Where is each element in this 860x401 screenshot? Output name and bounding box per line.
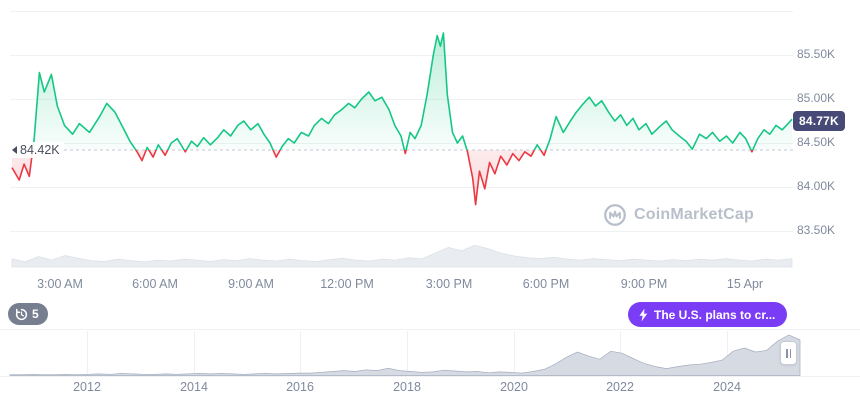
time-tick: 9:00 PM bbox=[620, 277, 668, 291]
year-tick: 2012 bbox=[73, 380, 101, 394]
watermark-text: CoinMarketCap bbox=[634, 206, 754, 223]
time-tick: 3:00 AM bbox=[37, 277, 83, 291]
news-ticker-text: The U.S. plans to cr... bbox=[654, 307, 776, 322]
gridline bbox=[10, 11, 793, 12]
minichart-gridline bbox=[87, 331, 88, 376]
gridline bbox=[10, 187, 793, 188]
history-badge[interactable]: 5 bbox=[8, 303, 48, 325]
coinmarketcap-logo-icon bbox=[604, 204, 626, 226]
minichart-gridline bbox=[514, 331, 515, 376]
time-tick: 12:00 PM bbox=[320, 277, 374, 291]
time-tick: 6:00 PM bbox=[522, 277, 570, 291]
year-tick: 2022 bbox=[606, 380, 634, 394]
time-tick: 9:00 AM bbox=[228, 277, 274, 291]
news-ticker-pill[interactable]: The U.S. plans to cr... bbox=[628, 302, 788, 327]
gridline bbox=[10, 99, 793, 100]
pause-icon bbox=[789, 348, 791, 358]
lightning-icon bbox=[639, 308, 648, 321]
minichart-top-border bbox=[0, 329, 860, 330]
time-tick: 6:00 AM bbox=[132, 277, 178, 291]
year-tick: 2016 bbox=[286, 380, 314, 394]
price-fill-above-baseline bbox=[12, 33, 792, 150]
baseline-price-label: 84.42K bbox=[10, 142, 64, 158]
brush-resize-handle[interactable] bbox=[780, 341, 797, 365]
minichart-gridline bbox=[300, 331, 301, 376]
current-price-badge: 84.77K bbox=[793, 111, 845, 131]
gridline bbox=[10, 55, 793, 56]
history-count: 5 bbox=[32, 307, 39, 321]
pause-icon bbox=[786, 348, 788, 358]
year-tick: 2020 bbox=[500, 380, 528, 394]
minichart-bottom-border bbox=[0, 376, 860, 377]
year-tick: 2018 bbox=[393, 380, 421, 394]
gridline bbox=[10, 231, 793, 232]
minichart-gridline bbox=[727, 331, 728, 376]
year-tick: 2024 bbox=[713, 380, 741, 394]
year-tick: 2014 bbox=[180, 380, 208, 394]
price-fill-below-baseline bbox=[12, 150, 792, 205]
minichart-gridline bbox=[194, 331, 195, 376]
price-tick: 85.50K bbox=[797, 47, 836, 61]
range-brush-chart[interactable] bbox=[0, 328, 860, 378]
minichart-gridline bbox=[407, 331, 408, 376]
history-area bbox=[9, 334, 801, 376]
price-line-green bbox=[31, 32, 793, 150]
price-tick: 84.50K bbox=[797, 135, 836, 149]
coinmarketcap-watermark: CoinMarketCap bbox=[603, 203, 754, 227]
history-clock-icon bbox=[15, 308, 28, 320]
time-tick: 3:00 PM bbox=[425, 277, 473, 291]
price-chart[interactable] bbox=[0, 0, 860, 270]
price-line-red bbox=[11, 150, 754, 206]
price-tick: 83.50K bbox=[797, 223, 836, 237]
left-arrow-icon bbox=[12, 146, 17, 154]
price-tick: 84.00K bbox=[797, 179, 836, 193]
price-tick: 85.00K bbox=[797, 91, 836, 105]
volume-area bbox=[11, 244, 793, 268]
time-tick: 15 Apr bbox=[726, 277, 764, 291]
baseline-price-value: 84.42K bbox=[20, 143, 60, 157]
